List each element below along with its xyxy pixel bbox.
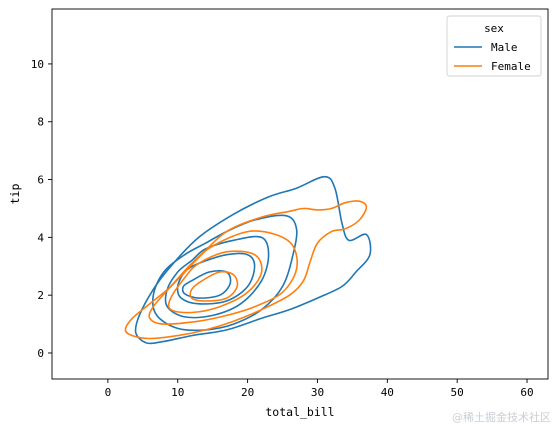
female-contour-3 <box>167 250 263 314</box>
male-contour-4 <box>176 252 256 305</box>
y-tick-label: 8 <box>37 116 44 129</box>
x-tick-label: 60 <box>520 386 533 399</box>
watermark: @稀土掘金技术社区 <box>452 411 551 424</box>
x-tick-label: 0 <box>105 386 112 399</box>
x-axis-label: total_bill <box>265 405 334 419</box>
female-contour-1 <box>124 200 368 340</box>
y-axis-label: tip <box>8 184 22 205</box>
legend-title: sex <box>484 22 504 35</box>
y-tick-label: 0 <box>37 347 44 360</box>
legend-label-female: Female <box>491 60 531 73</box>
male-contour-2 <box>151 214 298 332</box>
x-tick-label: 20 <box>241 386 254 399</box>
y-tick-label: 6 <box>37 174 44 187</box>
male-contour-5 <box>181 269 232 299</box>
female-contour-4 <box>189 270 239 302</box>
y-tick-label: 10 <box>31 58 44 71</box>
female-contour-2 <box>148 230 299 325</box>
x-axis-ticks: 0 10 20 30 40 50 60 <box>105 379 534 399</box>
legend-label-male: Male <box>491 41 518 54</box>
plot-frame <box>51 8 549 380</box>
x-tick-label: 10 <box>171 386 184 399</box>
legend: sex Male Female <box>446 15 542 77</box>
legend-box <box>446 15 542 77</box>
y-tick-label: 2 <box>37 289 44 302</box>
x-tick-label: 30 <box>311 386 324 399</box>
x-tick-label: 40 <box>381 386 394 399</box>
y-tick-label: 4 <box>37 231 44 244</box>
contour-layer <box>124 175 372 345</box>
y-axis-ticks: 0 2 4 6 8 10 <box>31 58 52 360</box>
male-contour-3 <box>164 235 270 319</box>
x-tick-label: 50 <box>451 386 464 399</box>
